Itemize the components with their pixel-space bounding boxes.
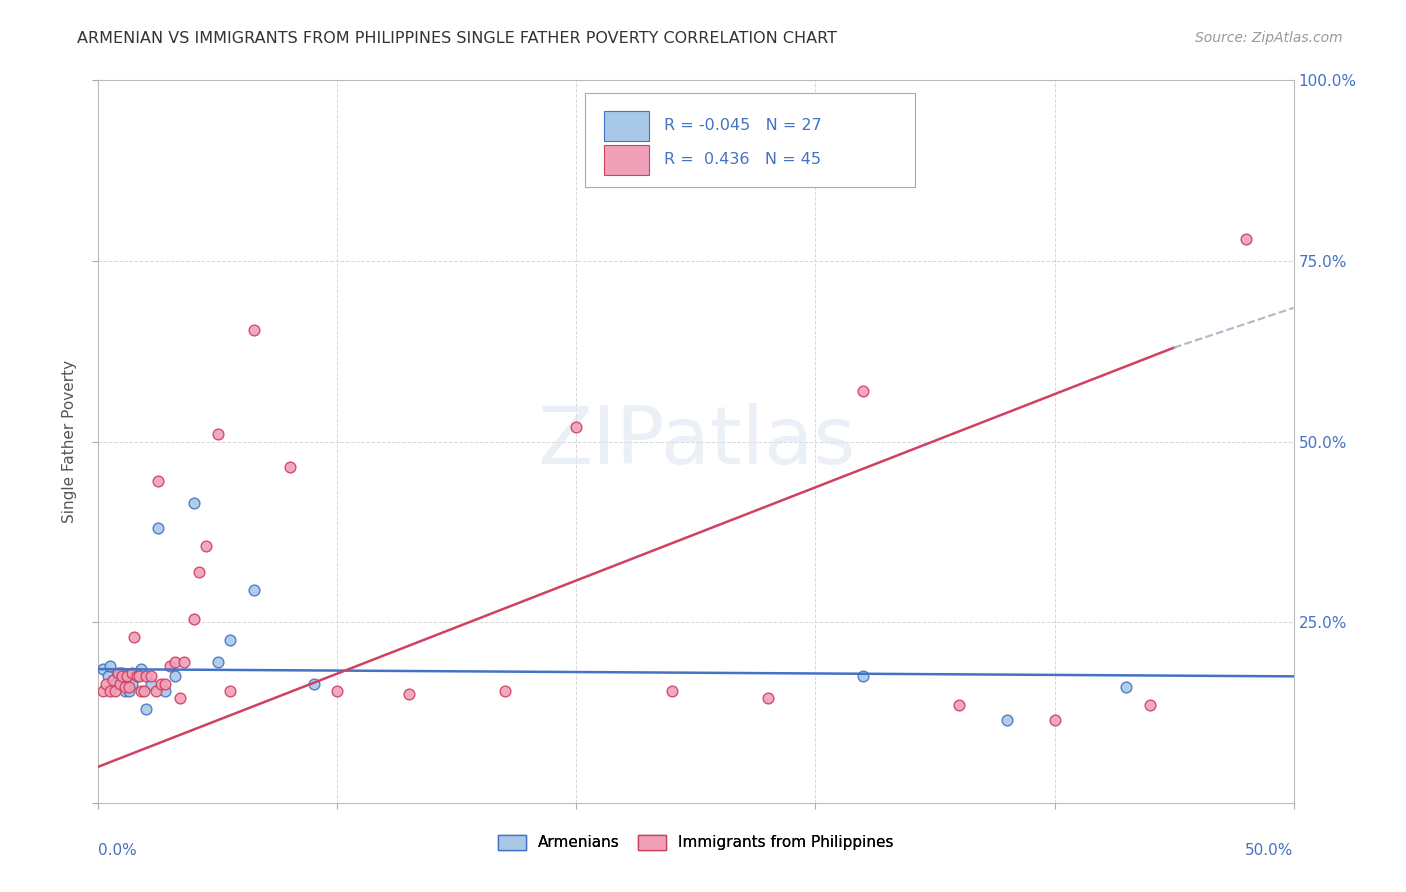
- Point: [131, 683, 153, 698]
- Point: [398, 687, 420, 701]
- Point: [104, 676, 127, 690]
- Point: [243, 322, 266, 336]
- Point: [195, 539, 218, 553]
- FancyBboxPatch shape: [605, 145, 650, 175]
- Point: [114, 683, 136, 698]
- Point: [121, 676, 143, 690]
- Point: [121, 665, 143, 680]
- Point: [169, 691, 191, 706]
- Point: [145, 683, 167, 698]
- Point: [183, 611, 205, 625]
- Point: [139, 669, 162, 683]
- Point: [159, 658, 181, 673]
- FancyBboxPatch shape: [585, 93, 915, 187]
- Point: [219, 633, 242, 648]
- Point: [243, 582, 266, 597]
- Point: [115, 669, 138, 683]
- Point: [207, 427, 229, 442]
- Point: [565, 420, 588, 434]
- Point: [115, 669, 138, 683]
- Point: [98, 683, 122, 698]
- Point: [302, 676, 325, 690]
- Point: [135, 702, 157, 716]
- Point: [125, 669, 148, 683]
- Point: [948, 698, 970, 713]
- Point: [219, 683, 242, 698]
- Point: [107, 665, 129, 680]
- Point: [108, 665, 131, 680]
- Point: [163, 655, 186, 669]
- Point: [125, 665, 148, 680]
- Point: [118, 683, 141, 698]
- Point: [131, 662, 153, 676]
- Point: [207, 655, 229, 669]
- Point: [97, 669, 120, 683]
- Point: [155, 683, 177, 698]
- Point: [98, 658, 122, 673]
- Point: [91, 662, 114, 676]
- Point: [101, 673, 124, 687]
- Point: [107, 669, 129, 683]
- Point: [1139, 698, 1161, 713]
- Text: 50.0%: 50.0%: [1246, 843, 1294, 857]
- Point: [187, 565, 209, 579]
- Point: [94, 676, 117, 690]
- Point: [101, 673, 124, 687]
- Point: [852, 669, 875, 683]
- Point: [108, 676, 131, 690]
- Text: ARMENIAN VS IMMIGRANTS FROM PHILIPPINES SINGLE FATHER POVERTY CORRELATION CHART: ARMENIAN VS IMMIGRANTS FROM PHILIPPINES …: [77, 31, 838, 46]
- Point: [114, 680, 136, 694]
- Point: [995, 713, 1018, 727]
- Point: [91, 683, 114, 698]
- Point: [1115, 680, 1137, 694]
- Text: ZIPatlas: ZIPatlas: [537, 402, 855, 481]
- Point: [132, 683, 155, 698]
- Point: [155, 676, 177, 690]
- Legend: Armenians, Immigrants from Philippines: Armenians, Immigrants from Philippines: [492, 829, 900, 856]
- Point: [278, 459, 301, 474]
- Point: [135, 669, 157, 683]
- Point: [183, 496, 205, 510]
- Point: [104, 683, 127, 698]
- Text: R = -0.045   N = 27: R = -0.045 N = 27: [664, 119, 821, 133]
- Point: [111, 669, 134, 683]
- Point: [661, 683, 683, 698]
- Point: [1043, 713, 1066, 727]
- Point: [148, 475, 170, 489]
- Text: R =  0.436   N = 45: R = 0.436 N = 45: [664, 153, 821, 168]
- Y-axis label: Single Father Poverty: Single Father Poverty: [62, 360, 77, 523]
- Point: [173, 655, 195, 669]
- Point: [124, 630, 146, 644]
- Point: [139, 676, 162, 690]
- Point: [163, 669, 186, 683]
- Point: [148, 521, 170, 535]
- Point: [149, 676, 172, 690]
- Point: [128, 669, 150, 683]
- Point: [111, 665, 134, 680]
- Point: [494, 683, 516, 698]
- Point: [118, 680, 141, 694]
- Point: [852, 384, 875, 398]
- Point: [1234, 232, 1257, 246]
- Text: Source: ZipAtlas.com: Source: ZipAtlas.com: [1195, 31, 1343, 45]
- Text: 0.0%: 0.0%: [98, 843, 138, 857]
- Point: [756, 691, 779, 706]
- Point: [326, 683, 349, 698]
- FancyBboxPatch shape: [605, 111, 650, 141]
